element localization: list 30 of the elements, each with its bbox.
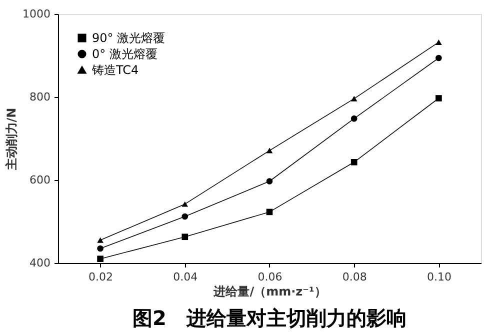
point bbox=[97, 237, 104, 243]
point bbox=[350, 96, 358, 102]
legend-label: 铸造TC4 bbox=[91, 63, 139, 77]
point bbox=[436, 95, 442, 102]
legend-label: 90° 激光熔覆 bbox=[92, 31, 166, 45]
point bbox=[350, 158, 358, 166]
point bbox=[97, 245, 104, 252]
point bbox=[182, 234, 188, 240]
point bbox=[266, 178, 273, 184]
x-tick-label: 0.02 bbox=[88, 270, 114, 284]
x-tick-label: 0.04 bbox=[173, 270, 198, 284]
point bbox=[97, 256, 104, 262]
point bbox=[266, 208, 273, 216]
point bbox=[266, 148, 273, 154]
text: 图2 进给量对主切削力的影响 bbox=[132, 306, 406, 330]
y-tick-label: 800 bbox=[30, 90, 50, 104]
y-tick-label: 1000 bbox=[22, 8, 50, 20]
x-tick-label: 0.10 bbox=[426, 270, 452, 284]
x-axis-title: 进给量/（mm·z⁻¹） bbox=[212, 284, 326, 298]
y-tick-label: 400 bbox=[30, 256, 50, 270]
legend-label: 0° 激光熔覆 bbox=[92, 47, 158, 61]
y-axis-title: 主动削力/N bbox=[4, 108, 19, 172]
point bbox=[436, 39, 442, 45]
point bbox=[182, 213, 188, 220]
point bbox=[436, 54, 442, 62]
x-tick-label: 0.08 bbox=[342, 270, 367, 284]
x-tick-label: 0.06 bbox=[258, 270, 282, 284]
point bbox=[182, 201, 188, 207]
y-tick-label: 600 bbox=[30, 174, 50, 186]
point bbox=[350, 115, 358, 122]
